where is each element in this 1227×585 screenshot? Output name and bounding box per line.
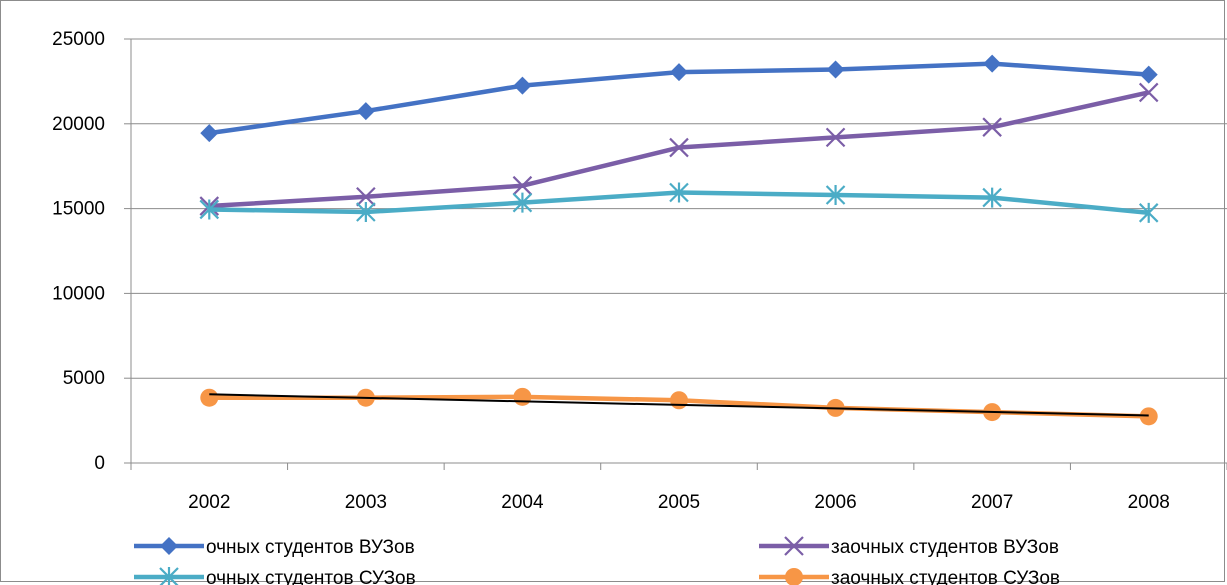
y-tick-label: 15000 xyxy=(52,199,105,220)
x-tick-label: 2005 xyxy=(658,492,700,513)
data-point-s2-0 xyxy=(199,199,220,220)
data-point-s0-1 xyxy=(356,102,375,121)
x-tick-label: 2003 xyxy=(345,492,387,513)
data-point-s0-2 xyxy=(513,76,532,95)
data-point-s3-3 xyxy=(670,391,688,410)
data-point-s2-6 xyxy=(1138,202,1159,223)
legend-label: очных студентов ВУЗов xyxy=(206,537,415,558)
legend-label: заочных студентов СУЗов xyxy=(831,568,1060,585)
legend-marker-1 xyxy=(784,536,804,556)
data-point-s2-2 xyxy=(512,192,533,213)
data-point-s2-4 xyxy=(825,185,846,206)
data-point-s3-0 xyxy=(200,388,219,407)
legend-marker-3 xyxy=(785,568,803,585)
x-tick-label: 2007 xyxy=(971,492,1013,513)
data-point-s0-4 xyxy=(826,60,845,79)
data-point-s1-1 xyxy=(356,186,376,207)
data-point-s1-2 xyxy=(512,175,533,196)
legend-label: заочных студентов ВУЗов xyxy=(831,537,1059,558)
data-point-s0-3 xyxy=(670,63,688,82)
y-tick-label: 5000 xyxy=(63,368,105,389)
y-tick-label: 20000 xyxy=(52,114,105,135)
y-tick-label: 25000 xyxy=(52,29,105,50)
data-point-s0-5 xyxy=(983,54,1002,73)
data-point-s0-0 xyxy=(200,124,219,143)
data-point-s3-6 xyxy=(1139,407,1158,426)
data-point-s0-6 xyxy=(1139,65,1158,84)
data-point-s1-5 xyxy=(982,117,1002,137)
x-tick-label: 2006 xyxy=(814,492,856,513)
data-point-s3-2 xyxy=(513,387,532,406)
data-point-s1-6 xyxy=(1138,82,1159,103)
x-tick-label: 2004 xyxy=(501,492,544,513)
y-tick-label: 10000 xyxy=(52,283,105,304)
data-point-s2-5 xyxy=(982,187,1002,208)
legend-label: очных студентов СУЗов xyxy=(206,568,416,585)
x-tick-label: 2008 xyxy=(1128,492,1170,513)
data-point-s2-3 xyxy=(669,182,689,203)
data-point-s1-3 xyxy=(669,137,689,158)
legend-marker-0 xyxy=(160,537,178,555)
data-point-s1-4 xyxy=(825,127,846,148)
trendline xyxy=(209,393,1149,417)
x-tick-label: 2002 xyxy=(188,492,230,513)
data-point-s2-1 xyxy=(356,201,376,222)
y-tick-label: 0 xyxy=(94,453,105,474)
